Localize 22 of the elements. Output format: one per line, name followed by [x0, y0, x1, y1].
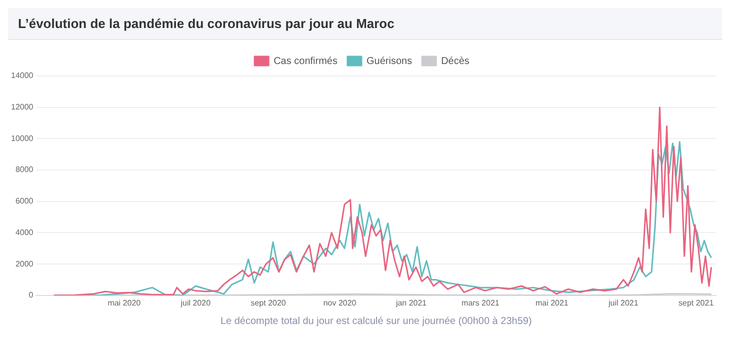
- y-tick-label: 12000: [10, 102, 34, 112]
- x-tick-label: mars 2021: [462, 298, 500, 308]
- y-tick-label: 8000: [15, 165, 34, 174]
- x-tick-label: juil 2020: [180, 298, 212, 308]
- x-tick-label: jan 2021: [394, 298, 428, 308]
- legend-label: Décès: [441, 56, 470, 67]
- y-tick-label: 0: [28, 290, 34, 300]
- y-tick-label: 10000: [10, 134, 34, 143]
- x-tick-label: mai 2021: [535, 298, 569, 308]
- x-tick-label: nov 2020: [323, 298, 357, 308]
- y-tick-label: 14000: [10, 71, 34, 80]
- x-tick-label: sept 2021: [678, 298, 714, 308]
- x-tick-label: mai 2020: [108, 298, 142, 308]
- y-tick-label: 2000: [15, 259, 34, 268]
- y-tick-label: 4000: [15, 228, 34, 237]
- legend-label: Cas confirmés: [274, 56, 338, 67]
- legend-label: Guérisons: [366, 56, 412, 67]
- x-axis-title: Le décompte total du jour est calculé sur une journée (00h00 à 23h59): [220, 316, 532, 327]
- x-tick-label: juil 2021: [608, 298, 639, 308]
- y-tick-label: 6000: [15, 196, 34, 206]
- chart-title: L’évolution de la pandémie du coronavirus par jour au Maroc: [8, 8, 722, 40]
- x-tick-label: sept 2020: [250, 298, 286, 308]
